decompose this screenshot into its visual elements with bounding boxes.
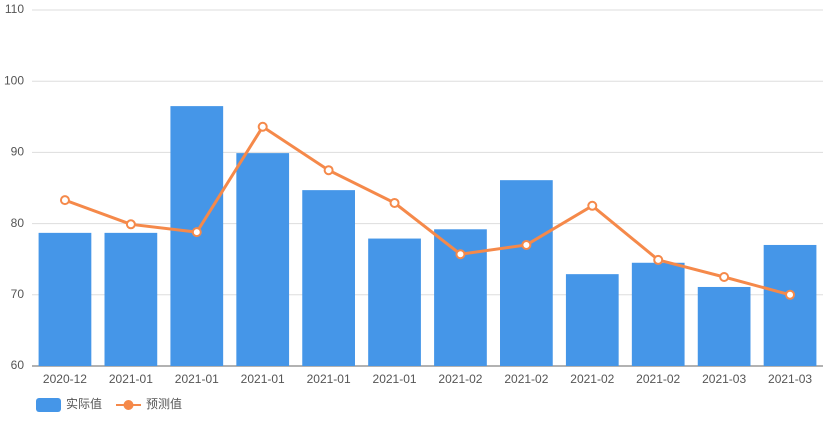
- y-tick-label: 90: [11, 145, 25, 159]
- legend-label: 预测值: [146, 396, 182, 411]
- line: [64, 124, 791, 297]
- y-tick-label: 80: [11, 216, 25, 230]
- x-tick-label: 2021-01: [175, 372, 219, 386]
- bar: [697, 286, 751, 366]
- x-tick-label: 2021-01: [373, 372, 417, 386]
- bar: [565, 274, 619, 366]
- legend-label: 实际值: [66, 396, 102, 411]
- x-tick-label: 2021-02: [570, 372, 614, 386]
- bar: [500, 180, 553, 366]
- point: [323, 165, 334, 176]
- point: [191, 227, 202, 238]
- y-tick-label: 110: [5, 2, 24, 16]
- bar: [302, 190, 355, 366]
- y-tick-label: 70: [11, 287, 25, 301]
- x-tick-label: 2021-01: [307, 372, 351, 386]
- point: [719, 272, 730, 282]
- point: [521, 239, 532, 250]
- point: [653, 254, 664, 265]
- point: [785, 289, 796, 300]
- bar: [236, 153, 290, 366]
- point: [125, 219, 136, 230]
- legend-swatch: [36, 398, 61, 412]
- x-tick-label: 2021-01: [241, 372, 285, 386]
- bar: [368, 238, 421, 366]
- x-tick-label: 2021-03: [702, 372, 746, 386]
- bar: [631, 262, 685, 366]
- point: [455, 249, 466, 260]
- legend-swatch: [123, 400, 134, 410]
- point: [257, 121, 268, 132]
- y-tick-label: 60: [11, 358, 25, 372]
- y-tick-label: 100: [4, 73, 24, 87]
- x-tick-label: 2021-02: [504, 372, 548, 386]
- x-tick-label: 2021-01: [109, 372, 153, 386]
- x-tick-label: 2020-12: [43, 372, 87, 386]
- bar: [104, 232, 158, 366]
- bar: [763, 244, 817, 366]
- point: [389, 197, 400, 208]
- bar: [38, 232, 92, 366]
- point: [59, 195, 70, 206]
- x-tick-label: 2021-02: [636, 372, 680, 386]
- point: [587, 200, 598, 211]
- x-tick-label: 2021-02: [438, 372, 482, 386]
- x-tick-label: 2021-03: [768, 372, 812, 386]
